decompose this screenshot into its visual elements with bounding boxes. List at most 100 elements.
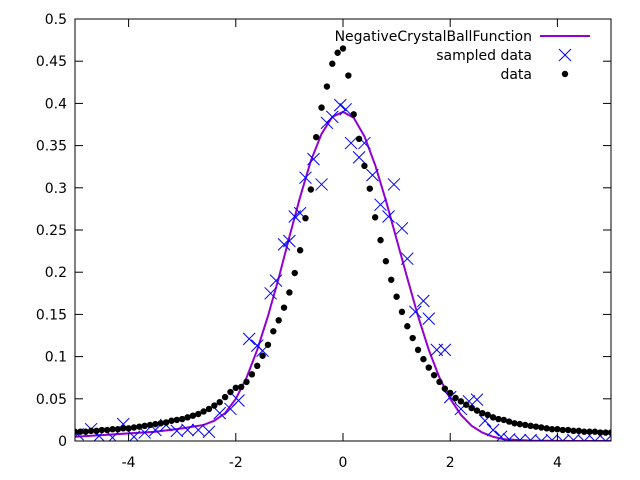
cross-stroke — [181, 423, 194, 437]
sampled-data-point — [352, 151, 366, 164]
data-point — [388, 276, 395, 283]
data-point — [377, 236, 384, 244]
y-tick-label: 0.45 — [36, 54, 67, 70]
data-point — [511, 420, 518, 427]
y-tick-label: 0.35 — [36, 139, 67, 155]
sampled-data-point — [191, 423, 205, 437]
data-point — [264, 341, 272, 348]
data-point — [441, 385, 449, 392]
sampled-data-point — [374, 198, 387, 212]
cross-stroke — [264, 286, 277, 300]
data-point — [350, 111, 357, 118]
data-point — [484, 411, 491, 419]
cross-stroke — [382, 210, 395, 223]
cross-stroke — [170, 424, 184, 438]
cross-stroke — [269, 274, 283, 287]
data-point — [527, 422, 534, 430]
legend-label: sampled data — [436, 48, 532, 64]
cross-stroke — [213, 406, 227, 420]
data-point — [329, 60, 336, 67]
cross-stroke — [599, 434, 607, 441]
sampled-data-point — [333, 98, 347, 112]
data-point — [130, 424, 138, 431]
cross-stroke — [108, 431, 119, 441]
data-point — [505, 418, 513, 425]
data-point — [270, 328, 277, 335]
data-point — [409, 334, 416, 342]
data-point — [200, 408, 207, 415]
sampled-data-point — [387, 178, 401, 191]
data-point — [538, 424, 545, 431]
cross-stroke — [556, 434, 564, 441]
cross-stroke — [358, 136, 371, 150]
sampled-data-point — [242, 332, 256, 346]
data-point — [307, 186, 315, 193]
data-point — [125, 425, 132, 432]
data-point — [495, 415, 502, 423]
cross-stroke — [232, 394, 245, 407]
sampled-data-point — [277, 237, 291, 251]
sampled-data-point — [269, 274, 283, 287]
cross-stroke — [534, 434, 543, 441]
cross-stroke — [583, 434, 591, 441]
sampled-data-point — [307, 152, 320, 166]
cross-stroke — [325, 110, 339, 124]
data-point — [489, 414, 497, 421]
y-tick-label: 0.5 — [45, 12, 67, 28]
x-tick-label: -4 — [122, 455, 136, 471]
cross-stroke — [283, 234, 296, 248]
cross-stroke — [202, 425, 216, 439]
sampled-data-point — [366, 168, 379, 182]
cross-stroke — [409, 305, 422, 319]
sampled-data-point — [513, 433, 527, 441]
data-point — [355, 135, 363, 143]
cross-stroke — [562, 434, 570, 441]
cross-stroke — [438, 343, 452, 357]
legend-cross-symbol — [558, 48, 572, 62]
data-point — [607, 429, 611, 436]
data-point — [430, 371, 438, 379]
data-point — [146, 421, 154, 429]
cross-stroke — [443, 390, 457, 404]
sampled-data-point — [438, 343, 452, 357]
y-tick-label: 0.15 — [36, 307, 67, 323]
data-point — [452, 394, 459, 402]
data-point — [532, 423, 540, 430]
cross-stroke — [277, 237, 291, 251]
cross-stroke — [138, 426, 152, 439]
cross-stroke — [333, 98, 347, 112]
sampled-data-point — [325, 110, 339, 124]
data-point — [597, 429, 604, 436]
data-point — [114, 425, 122, 433]
cross-stroke — [571, 433, 580, 441]
data-point — [371, 214, 379, 221]
y-tick-label: 0.05 — [36, 392, 67, 408]
cross-stroke — [529, 433, 537, 441]
sampled-data-point — [545, 433, 559, 441]
sampled-data-point — [315, 178, 328, 191]
data-point — [323, 83, 331, 90]
data-point — [184, 414, 191, 421]
cross-stroke — [550, 433, 559, 441]
data-point — [75, 428, 79, 435]
sampled-data-point — [299, 171, 312, 185]
sampled-data-point — [202, 425, 216, 439]
data-point — [570, 427, 577, 435]
data-point — [414, 346, 422, 354]
data-point — [393, 293, 400, 300]
data-point — [227, 388, 234, 396]
data-point — [87, 427, 95, 435]
data-point — [334, 49, 341, 56]
data-point — [120, 425, 127, 432]
sampled-data-point — [339, 102, 353, 116]
data-point — [543, 425, 550, 432]
cross-stroke — [191, 423, 205, 437]
cross-stroke — [540, 434, 548, 441]
data-point — [157, 420, 164, 427]
data-point — [398, 308, 406, 316]
cross-stroke — [506, 432, 516, 441]
data-point — [211, 402, 218, 409]
data-point — [275, 317, 282, 324]
cross-stroke — [315, 178, 328, 191]
cross-stroke — [352, 151, 366, 164]
